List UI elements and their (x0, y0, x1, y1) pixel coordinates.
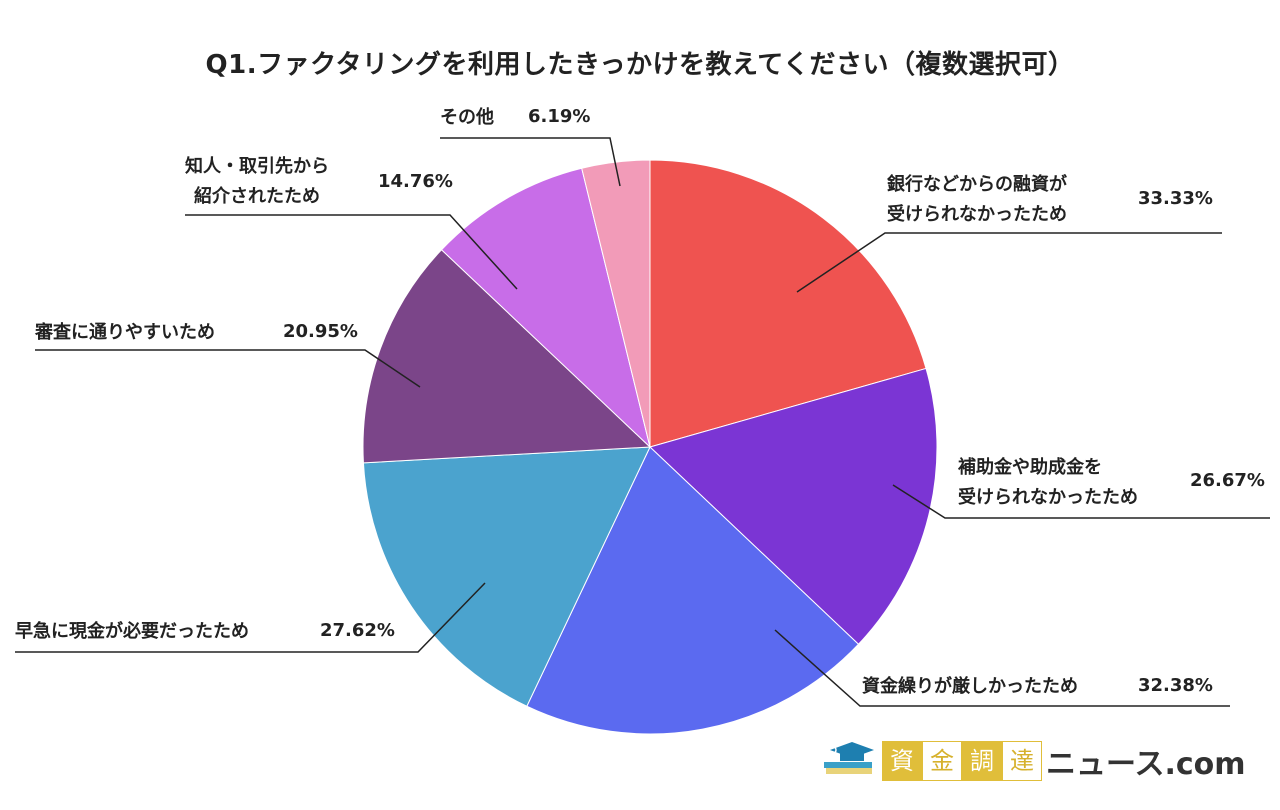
slice-label-line: 審査に通りやすいため (35, 322, 215, 343)
slice-percent: 20.95% (283, 321, 358, 342)
logo-char: 調 (962, 741, 1002, 781)
slice-label-line: 受けられなかったため (887, 204, 1067, 225)
slice-label: 銀行などからの融資が 受けられなかったため (887, 170, 1067, 230)
leader-line (35, 349, 421, 388)
slice-label: 審査に通りやすいため (35, 318, 215, 348)
pie-slice (649, 367, 938, 645)
slice-label-line: 紹介されたため (194, 186, 320, 207)
logo-char: 達 (1002, 741, 1042, 781)
slice-label: その他 (440, 103, 494, 133)
pie-slice (362, 446, 651, 707)
slice-percent: 32.38% (1138, 675, 1213, 696)
leader-line (185, 214, 518, 290)
slice-percent: 14.76% (378, 171, 453, 192)
slice-label-line: 早急に現金が必要だったため (15, 621, 249, 642)
slice-label-line: 銀行などからの融資が (887, 174, 1067, 195)
slice-percent: 27.62% (320, 620, 395, 641)
site-logo: 資 金 調 達 ニュース.com (822, 738, 1246, 784)
slice-percent: 33.33% (1138, 188, 1213, 209)
leader-line (796, 232, 1222, 293)
chart-title: Q1.ファクタリングを利用したきっかけを教えてください（複数選択可） (205, 50, 1075, 80)
pie-slice (440, 167, 651, 449)
logo-char: 資 (882, 741, 922, 781)
slice-label: 資金繰りが厳しかったため (862, 672, 1078, 702)
leader-line (440, 137, 621, 187)
slice-label-line: 補助金や助成金を (958, 457, 1102, 478)
slice-label-line: 受けられなかったため (958, 487, 1138, 508)
logo-char: 金 (922, 741, 962, 781)
graduation-cap-books-icon (824, 742, 874, 774)
slice-label-line: その他 (440, 107, 494, 128)
logo-text: ニュース.com (1046, 747, 1246, 782)
slice-label: 知人・取引先から 紹介されたため (185, 152, 329, 212)
slice-percent: 26.67% (1190, 470, 1265, 491)
slice-percent: 6.19% (528, 106, 591, 127)
leader-line (774, 629, 1230, 707)
slice-label-line: 知人・取引先から (185, 156, 329, 177)
pie-slice (649, 159, 927, 448)
slice-label-line: 資金繰りが厳しかったため (862, 676, 1078, 697)
slice-label: 補助金や助成金を受けられなかったため (958, 453, 1138, 513)
leader-line (15, 582, 486, 653)
pie-slice (526, 446, 860, 735)
leader-line (892, 484, 1270, 519)
slice-label: 早急に現金が必要だったため (15, 617, 249, 647)
pie-slice (362, 249, 652, 464)
